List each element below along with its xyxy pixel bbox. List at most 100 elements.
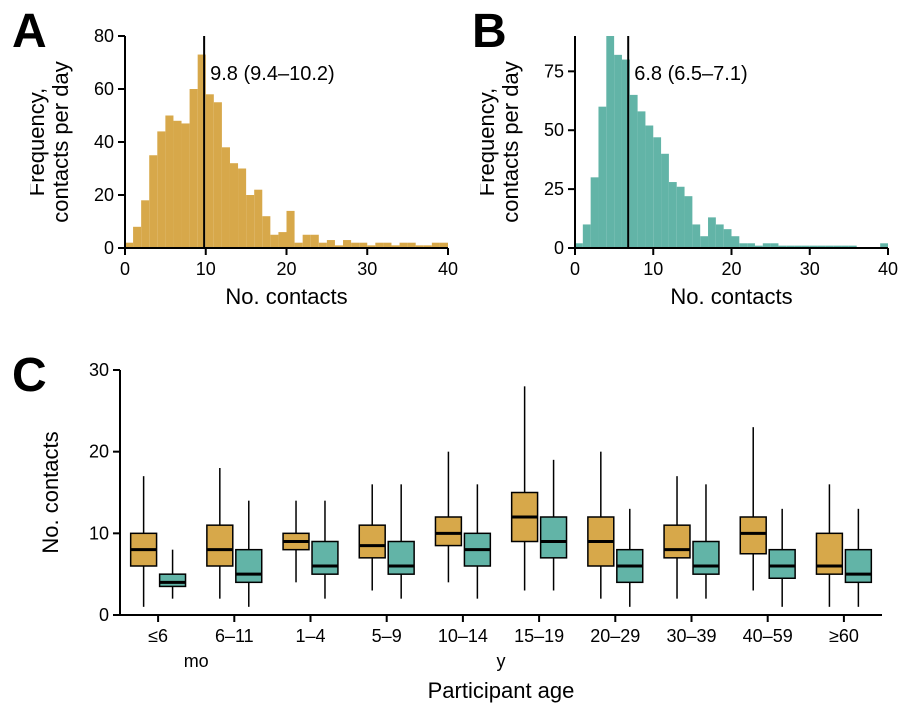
figure-root: A 9.8 (9.4–10.2)010203040020406080No. co…	[0, 0, 900, 727]
hist-bar	[182, 123, 190, 248]
hist-bar	[206, 94, 214, 248]
xtick-label: 20–29	[590, 626, 640, 646]
xtick-label: 6–11	[215, 626, 254, 646]
hist-bar	[645, 126, 653, 248]
hist-bar	[327, 240, 335, 248]
x-axis-label: No. contacts	[225, 284, 347, 309]
xtick-label: 0	[120, 259, 130, 279]
hist-bar	[708, 217, 716, 248]
box	[541, 517, 567, 558]
xtick-label: 20	[721, 259, 741, 279]
ytick-label: 20	[89, 442, 109, 462]
xtick-label: 10	[643, 259, 663, 279]
hist-bar	[661, 154, 669, 248]
hist-bar	[214, 102, 222, 248]
hist-bar	[157, 131, 165, 248]
xtick-label: 40–59	[743, 626, 793, 646]
hist-bar	[262, 216, 270, 248]
xtick-label: 1–4	[295, 626, 325, 646]
xtick-label: ≤6	[148, 626, 168, 646]
hist-bar	[222, 147, 230, 248]
hist-bar	[278, 232, 286, 248]
hist-bar	[685, 196, 693, 248]
box	[359, 525, 385, 558]
xtick-label: 15–19	[514, 626, 564, 646]
hist-bar	[653, 137, 661, 248]
box	[769, 550, 795, 579]
panel-c-svg: 0 10 20 30 ≤6 6–11 1–4 5–9 10–14 15–19 20–29 30–39 4…	[30, 350, 900, 720]
mean-label: 6.8 (6.5–7.1)	[634, 63, 747, 85]
hist-bar	[287, 211, 295, 248]
box	[388, 542, 414, 575]
box	[664, 525, 690, 558]
box	[312, 542, 338, 575]
hist-bar	[165, 116, 173, 249]
hist-bar	[343, 240, 351, 248]
mean-label: 9.8 (9.4–10.2)	[210, 63, 335, 85]
xtick-sub-label: mo	[184, 651, 209, 671]
hist-bar	[270, 235, 278, 248]
y-axis-label: No. contacts	[38, 431, 63, 553]
xtick-label: 30	[800, 259, 820, 279]
hist-bar	[692, 224, 700, 248]
xtick-label: ≥60	[829, 626, 859, 646]
ytick-label: 60	[94, 79, 114, 99]
ytick-label: 30	[89, 360, 109, 380]
hist-bar	[638, 111, 646, 248]
xtick-label: 20	[276, 259, 296, 279]
box	[816, 533, 842, 574]
hist-bar	[724, 229, 732, 248]
hist-bar	[230, 163, 238, 248]
box	[693, 542, 719, 575]
xtick-sub-label: y	[497, 651, 506, 671]
hist-bar	[630, 95, 638, 248]
hist-bar	[254, 190, 262, 248]
box	[435, 517, 461, 546]
ytick-label: 10	[89, 523, 109, 543]
xtick-label: 0	[570, 259, 580, 279]
xtick-label: 10	[196, 259, 216, 279]
hist-bar	[190, 89, 198, 248]
xtick-label: 10–14	[438, 626, 488, 646]
xtick-label: 40	[438, 259, 458, 279]
hist-bar	[238, 169, 246, 249]
hist-bar	[591, 177, 599, 248]
ytick-label: 80	[94, 26, 114, 46]
y-axis-label: Frequency,contacts per day	[30, 61, 73, 222]
x-axis-label: Participant age	[428, 678, 575, 703]
hist-bar	[311, 235, 319, 248]
ytick-label: 0	[104, 238, 114, 258]
ytick-label: 0	[99, 605, 109, 625]
hist-bar	[732, 236, 740, 248]
box	[740, 517, 766, 554]
hist-bar	[606, 36, 614, 248]
ytick-label: 20	[94, 185, 114, 205]
hist-bar	[677, 187, 685, 248]
panel-b-svg: 6.8 (6.5–7.1)0102030400255075No. contact…	[480, 6, 900, 326]
x-axis-label: No. contacts	[670, 284, 792, 309]
box	[207, 525, 233, 566]
xtick-label: 40	[878, 259, 898, 279]
box	[845, 550, 871, 583]
hist-bar	[246, 195, 254, 248]
xtick-label: 30	[357, 259, 377, 279]
y-axis-label: Frequency,contacts per day	[480, 61, 523, 222]
box	[160, 574, 186, 586]
ytick-label: 40	[94, 132, 114, 152]
panel-a-svg: 9.8 (9.4–10.2) 0 10 20 30 40 0 20 40 60 80 No. cont…	[30, 6, 460, 326]
xtick-label: 30–39	[666, 626, 716, 646]
xtick-label: 5–9	[372, 626, 402, 646]
hist-bar	[173, 121, 181, 248]
box	[236, 550, 262, 583]
hist-bar	[700, 236, 708, 248]
hist-bar	[141, 200, 149, 248]
hist-bar	[614, 55, 622, 248]
hist-bar	[716, 224, 724, 248]
ytick-label: 25	[544, 179, 564, 199]
hist-bar	[303, 235, 311, 248]
ytick-label: 75	[544, 61, 564, 81]
hist-bar	[133, 227, 141, 248]
hist-bar	[669, 182, 677, 248]
hist-bar	[149, 155, 157, 248]
hist-bar	[583, 224, 591, 248]
